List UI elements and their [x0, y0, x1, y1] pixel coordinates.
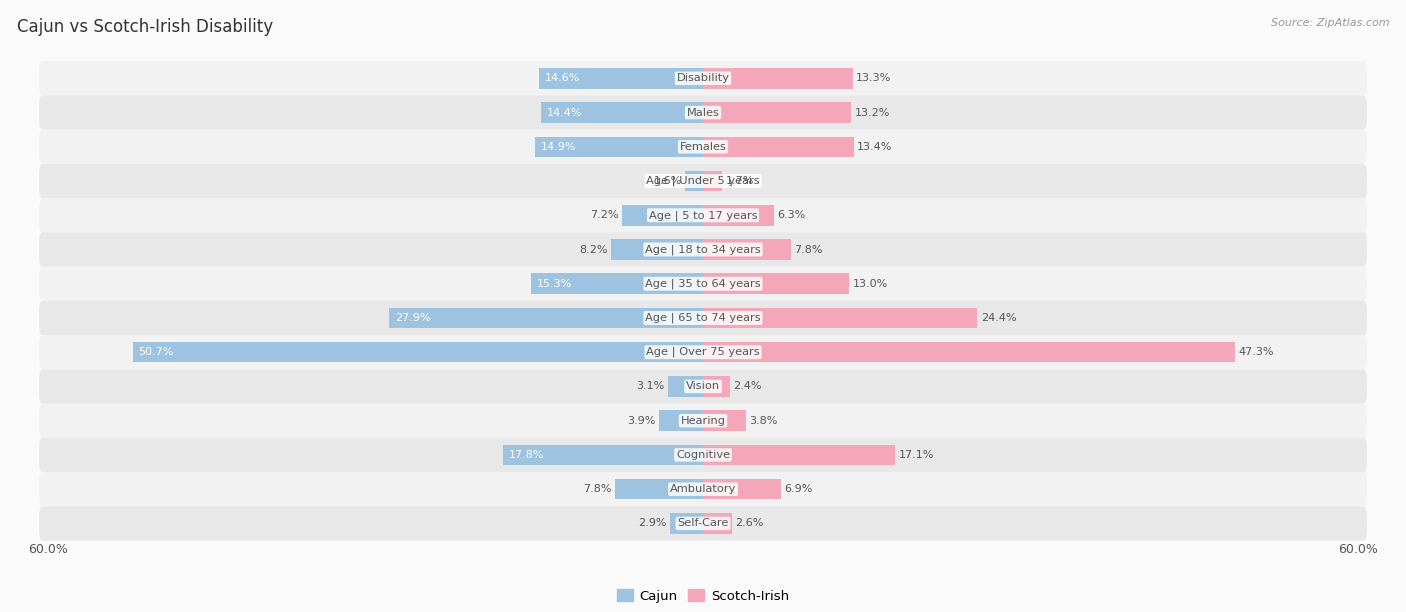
Text: 14.9%: 14.9% — [541, 142, 576, 152]
FancyBboxPatch shape — [39, 438, 1367, 472]
Text: 6.9%: 6.9% — [785, 484, 813, 494]
Text: 17.1%: 17.1% — [898, 450, 934, 460]
FancyBboxPatch shape — [39, 198, 1367, 233]
Text: Age | Over 75 years: Age | Over 75 years — [647, 347, 759, 357]
Bar — [703, 136, 853, 157]
Text: 3.1%: 3.1% — [637, 381, 665, 392]
FancyBboxPatch shape — [39, 506, 1367, 540]
Bar — [659, 411, 703, 431]
Bar — [536, 136, 703, 157]
Bar — [610, 239, 703, 259]
Text: 17.8%: 17.8% — [509, 450, 544, 460]
Text: 3.8%: 3.8% — [749, 416, 778, 426]
Bar — [668, 376, 703, 397]
Text: 8.2%: 8.2% — [579, 245, 607, 255]
Text: Males: Males — [686, 108, 720, 118]
Text: 1.6%: 1.6% — [654, 176, 682, 186]
Text: 60.0%: 60.0% — [28, 543, 67, 556]
Bar — [616, 479, 703, 499]
Bar — [703, 513, 733, 534]
Bar — [703, 479, 780, 499]
Text: Females: Females — [679, 142, 727, 152]
FancyBboxPatch shape — [39, 130, 1367, 164]
Text: Ambulatory: Ambulatory — [669, 484, 737, 494]
Bar — [703, 445, 896, 465]
Bar — [503, 445, 703, 465]
Text: Age | 5 to 17 years: Age | 5 to 17 years — [648, 210, 758, 220]
FancyBboxPatch shape — [39, 403, 1367, 438]
Text: Age | 18 to 34 years: Age | 18 to 34 years — [645, 244, 761, 255]
Text: Cajun vs Scotch-Irish Disability: Cajun vs Scotch-Irish Disability — [17, 18, 273, 36]
FancyBboxPatch shape — [39, 335, 1367, 369]
Text: 27.9%: 27.9% — [395, 313, 430, 323]
Text: 50.7%: 50.7% — [138, 347, 174, 357]
FancyBboxPatch shape — [39, 61, 1367, 95]
FancyBboxPatch shape — [39, 369, 1367, 403]
Bar — [538, 68, 703, 89]
Text: Hearing: Hearing — [681, 416, 725, 426]
Text: 14.4%: 14.4% — [547, 108, 582, 118]
Text: 15.3%: 15.3% — [537, 278, 572, 289]
Bar — [621, 205, 703, 226]
Text: 24.4%: 24.4% — [981, 313, 1017, 323]
Text: 13.4%: 13.4% — [858, 142, 893, 152]
Bar — [389, 308, 703, 328]
FancyBboxPatch shape — [39, 233, 1367, 267]
Text: Vision: Vision — [686, 381, 720, 392]
Text: 7.2%: 7.2% — [591, 211, 619, 220]
Text: Age | 35 to 64 years: Age | 35 to 64 years — [645, 278, 761, 289]
Bar — [703, 171, 723, 192]
Bar — [703, 308, 977, 328]
Legend: Cajun, Scotch-Irish: Cajun, Scotch-Irish — [612, 584, 794, 608]
FancyBboxPatch shape — [39, 164, 1367, 198]
Bar — [703, 102, 852, 123]
Bar — [703, 411, 745, 431]
FancyBboxPatch shape — [39, 301, 1367, 335]
Bar — [132, 342, 703, 362]
FancyBboxPatch shape — [39, 267, 1367, 301]
Text: Cognitive: Cognitive — [676, 450, 730, 460]
Text: 13.2%: 13.2% — [855, 108, 890, 118]
Text: 13.0%: 13.0% — [852, 278, 887, 289]
Text: 14.6%: 14.6% — [544, 73, 579, 83]
Bar — [531, 274, 703, 294]
Bar — [703, 274, 849, 294]
FancyBboxPatch shape — [39, 95, 1367, 130]
Bar — [703, 376, 730, 397]
Text: 7.8%: 7.8% — [583, 484, 612, 494]
Text: 2.4%: 2.4% — [734, 381, 762, 392]
Text: 1.7%: 1.7% — [725, 176, 754, 186]
Bar — [685, 171, 703, 192]
Text: 6.3%: 6.3% — [778, 211, 806, 220]
Text: 3.9%: 3.9% — [627, 416, 655, 426]
Text: Self-Care: Self-Care — [678, 518, 728, 528]
Bar — [703, 68, 852, 89]
Text: Age | Under 5 years: Age | Under 5 years — [647, 176, 759, 186]
Bar — [703, 239, 790, 259]
Bar — [703, 342, 1234, 362]
Text: 2.6%: 2.6% — [735, 518, 763, 528]
Text: 13.3%: 13.3% — [856, 73, 891, 83]
Bar — [703, 205, 773, 226]
Text: Age | 65 to 74 years: Age | 65 to 74 years — [645, 313, 761, 323]
Text: 2.9%: 2.9% — [638, 518, 666, 528]
Text: 7.8%: 7.8% — [794, 245, 823, 255]
Text: 47.3%: 47.3% — [1239, 347, 1274, 357]
FancyBboxPatch shape — [39, 472, 1367, 506]
Text: Disability: Disability — [676, 73, 730, 83]
Bar — [671, 513, 703, 534]
Text: 60.0%: 60.0% — [1339, 543, 1378, 556]
Bar — [541, 102, 703, 123]
Text: Source: ZipAtlas.com: Source: ZipAtlas.com — [1271, 18, 1389, 28]
